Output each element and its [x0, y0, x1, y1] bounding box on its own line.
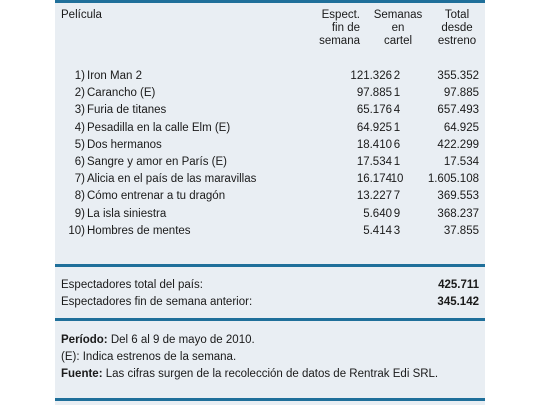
- country-total-row: Espectadores total del país: 425.711: [61, 277, 479, 294]
- country-total-label: Espectadores total del país:: [61, 279, 203, 291]
- rank: 10): [68, 224, 85, 237]
- weekend-viewers: 18.410: [356, 138, 392, 151]
- total-viewers: 17.534: [443, 156, 479, 168]
- weekend-viewers: 17.534: [356, 156, 392, 168]
- rank: 6): [74, 156, 85, 168]
- weekend-viewers: 65.176: [356, 104, 392, 117]
- header-weeks: Semanas en cartel: [373, 9, 423, 47]
- rank: 9): [74, 207, 85, 220]
- film-title: La isla siniestra: [87, 207, 167, 220]
- weeks-showing: 10: [390, 173, 404, 186]
- total-viewers: 97.885: [443, 87, 479, 100]
- note-premieres: (E): Indica estrenos de la semana.: [61, 351, 237, 363]
- table-row: 9) La isla siniestra 5.640 9 368.237: [55, 206, 485, 223]
- weekend-viewers: 13.227: [356, 190, 392, 203]
- total-viewers: 64.925: [443, 121, 479, 134]
- rank: 3): [74, 104, 85, 117]
- film-title: Alicia en el país de las maravillas: [87, 173, 257, 186]
- rank: 7): [74, 173, 85, 186]
- total-viewers: 422.299: [437, 138, 479, 151]
- header-total: Total desde estreno: [437, 9, 477, 47]
- table-row: 7) Alicia en el país de las maravillas 16.…: [55, 171, 485, 188]
- table-row: 8) Cómo entrenar a tu dragón 13.227 7 369.55…: [55, 188, 485, 205]
- header-weekend: Espect. fin de semana: [319, 9, 360, 47]
- film-title: Cómo entrenar a tu dragón: [87, 190, 226, 203]
- weeks-showing: 1: [393, 156, 401, 168]
- total-viewers: 1.605.108: [427, 173, 479, 186]
- rank: 8): [74, 190, 85, 203]
- table-row: 2) Carancho (E) 97.885 1 97.885: [55, 85, 485, 102]
- rank: 1): [74, 70, 85, 82]
- rank: 2): [74, 87, 85, 100]
- table-row: 1) Iron Man 2 121.326 2 355.352: [55, 68, 485, 85]
- table-row: 4) Pesadilla en la calle Elm (E) 64.925 1 64…: [55, 120, 485, 137]
- rank: 4): [74, 121, 85, 134]
- weeks-showing: 2: [393, 70, 401, 82]
- note-period: Período: Del 6 al 9 de mayo de 2010.: [61, 334, 255, 346]
- prev-weekend-row: Espectadores fin de semana anterior: 345…: [61, 294, 479, 311]
- prev-weekend-value: 345.142: [437, 296, 479, 308]
- weeks-showing: 6: [393, 138, 401, 151]
- film-title: Furia de titanes: [87, 104, 167, 117]
- film-title: Dos hermanos: [87, 138, 162, 151]
- film-title: Iron Man 2: [87, 70, 142, 82]
- film-title: Carancho (E): [87, 87, 156, 100]
- top-rule: [55, 0, 485, 3]
- weekend-viewers: 97.885: [356, 87, 392, 100]
- prev-weekend-label: Espectadores fin de semana anterior:: [61, 296, 253, 308]
- notes-rule: [55, 318, 485, 321]
- film-title: Pesadilla en la calle Elm (E): [87, 121, 231, 134]
- rank: 5): [74, 138, 85, 151]
- total-viewers: 657.493: [437, 104, 479, 117]
- total-viewers: 368.237: [437, 207, 479, 220]
- note-source: Fuente: Las cifras surgen de la recolecc…: [61, 368, 439, 380]
- weeks-showing: 7: [393, 190, 401, 203]
- country-total-value: 425.711: [438, 279, 479, 291]
- total-viewers: 37.855: [443, 224, 479, 237]
- table-row: 5) Dos hermanos 18.410 6 422.299: [55, 137, 485, 154]
- weekend-viewers: 64.925: [356, 121, 392, 134]
- table-row: 6) Sangre y amor en París (E) 17.534 1 17.53…: [55, 154, 485, 171]
- box-office-table: Película Espect. fin de semana Semanas e…: [55, 0, 485, 405]
- weeks-showing: 9: [393, 207, 401, 220]
- film-title: Hombres de mentes: [87, 224, 191, 237]
- weeks-showing: 1: [393, 87, 401, 100]
- weekend-viewers: 5.640: [363, 207, 392, 220]
- summary-rule: [55, 264, 485, 267]
- weeks-showing: 3: [393, 224, 401, 237]
- total-viewers: 369.553: [437, 190, 479, 203]
- header-film: Película: [61, 9, 102, 21]
- weekend-viewers: 5.414: [363, 224, 392, 237]
- table-row: 3) Furia de titanes 65.176 4 657.493: [55, 102, 485, 119]
- weekend-viewers: 121.326: [350, 70, 392, 82]
- weeks-showing: 4: [393, 104, 401, 117]
- weekend-viewers: 16.174: [356, 173, 392, 186]
- film-title: Sangre y amor en París (E): [87, 156, 227, 168]
- total-viewers: 355.352: [437, 70, 479, 82]
- bottom-rule: [55, 398, 485, 401]
- weeks-showing: 1: [393, 121, 401, 134]
- table-row: 10) Hombres de mentes 5.414 3 37.855: [55, 223, 485, 240]
